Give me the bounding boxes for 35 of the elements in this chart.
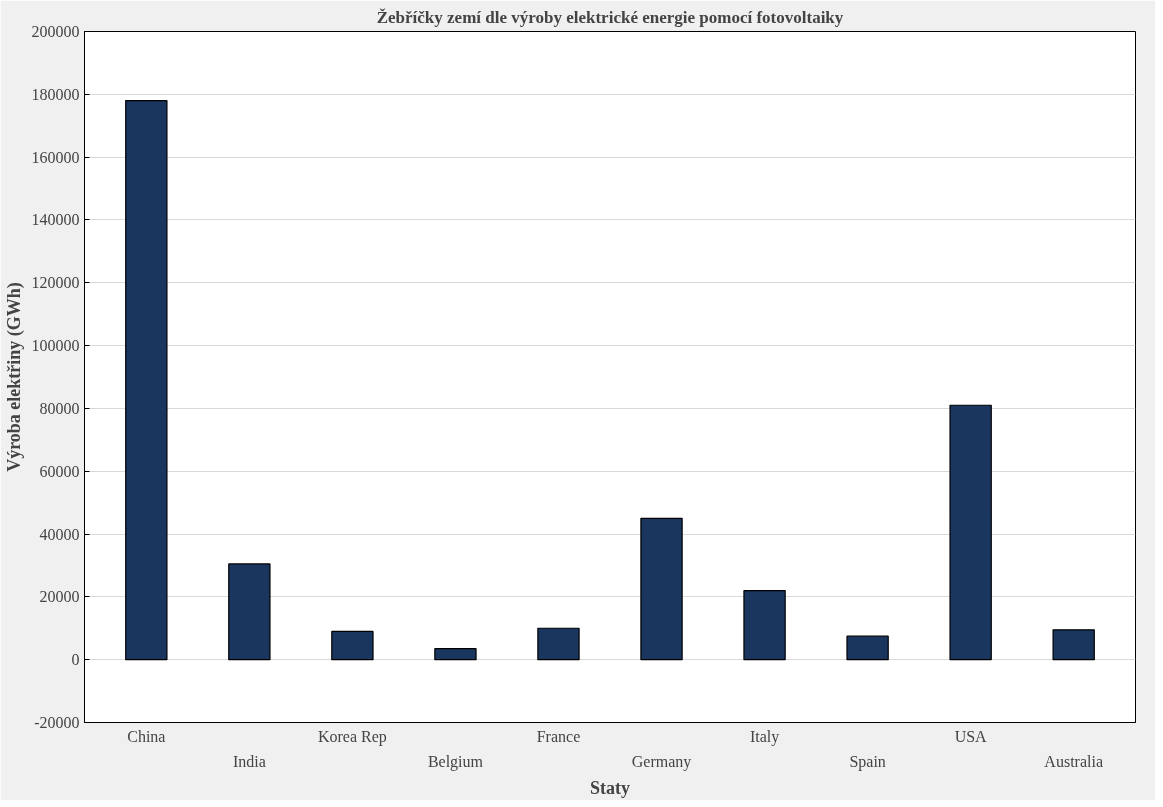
y-tick-label: 100000 xyxy=(31,337,80,355)
y-tick-label: 20000 xyxy=(39,588,80,606)
y-tick-label: 60000 xyxy=(39,462,80,480)
y-tick-label: 180000 xyxy=(31,85,80,103)
bar xyxy=(1052,629,1095,661)
bar xyxy=(640,517,683,661)
x-tick-label: Korea Rep xyxy=(317,727,387,746)
x-tick-label: Germany xyxy=(631,752,692,771)
x-tick-label: Italy xyxy=(749,727,780,746)
x-tick-label: France xyxy=(536,727,581,745)
bar xyxy=(846,635,889,661)
bar xyxy=(949,404,992,661)
y-tick-label: 120000 xyxy=(31,274,80,292)
x-tick-label: China xyxy=(127,727,166,745)
y-tick-label: -20000 xyxy=(34,714,80,731)
x-tick-label: India xyxy=(232,752,266,770)
bar xyxy=(537,627,580,661)
y-tick-label: 200000 xyxy=(31,23,80,40)
x-tick-label: Spain xyxy=(849,752,886,771)
x-tick-label: Australia xyxy=(1044,752,1104,770)
y-axis-title: Výroba elektřiny (GWh) xyxy=(3,282,25,472)
bar xyxy=(228,563,271,661)
y-tick-label: 40000 xyxy=(39,525,80,543)
y-tick-label: 80000 xyxy=(39,399,80,417)
y-tick-label: 0 xyxy=(71,651,80,669)
x-tick-label: Belgium xyxy=(427,752,484,771)
y-tick-label: 160000 xyxy=(31,148,80,166)
bar xyxy=(743,589,786,661)
chart-title: Žebříčky zemí dle výroby elektrické energie pomocí fotovoltaiky xyxy=(376,7,844,27)
bar xyxy=(125,100,168,661)
bar xyxy=(434,648,477,661)
x-tick-label: USA xyxy=(954,727,988,745)
y-tick-label: 140000 xyxy=(31,211,80,229)
bar xyxy=(331,630,374,661)
x-axis-title: Staty xyxy=(590,777,630,798)
